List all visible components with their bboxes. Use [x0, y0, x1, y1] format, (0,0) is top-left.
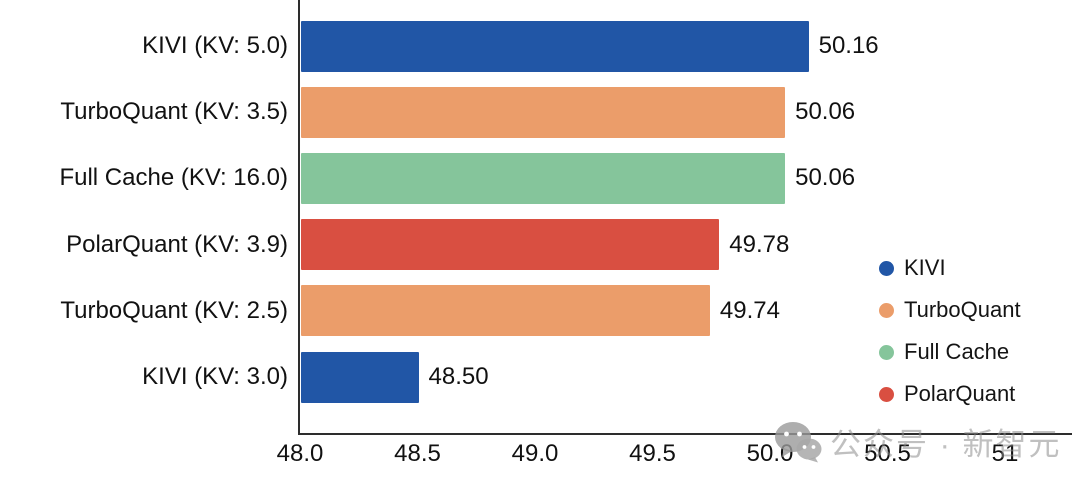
legend-marker-icon	[879, 386, 894, 402]
bar-row	[301, 285, 710, 337]
y-axis-line	[298, 0, 300, 435]
legend-label: KIVI	[904, 255, 946, 280]
legend-label: TurboQuant	[904, 297, 1021, 322]
wechat-icon	[775, 421, 822, 462]
legend-marker-icon	[879, 302, 894, 318]
legend-item: Full Cache	[879, 331, 1021, 373]
x-tick-label: 48.5	[394, 440, 441, 467]
x-tick-label: 51	[991, 440, 1019, 467]
x-axis-line	[298, 433, 1072, 435]
category-label: TurboQuant (KV: 3.5)	[60, 98, 288, 126]
legend: KIVI TurboQuant Full Cache PolarQuant	[879, 247, 1021, 415]
legend-item: KIVI	[879, 247, 1021, 289]
bar-row	[301, 219, 720, 271]
x-tick-label: 48.0	[276, 440, 324, 467]
x-tick-label: 49.0	[511, 440, 559, 467]
value-label: 50.06	[795, 164, 856, 192]
value-label: 50.06	[795, 98, 856, 126]
legend-marker-icon	[879, 260, 894, 276]
x-tick-label: 50.5	[864, 440, 911, 467]
legend-item: PolarQuant	[879, 373, 1021, 415]
bar-row	[301, 86, 786, 138]
value-label: 50.16	[818, 32, 879, 59]
bar-row	[301, 351, 419, 403]
value-label: 49.74	[719, 296, 780, 324]
legend-label: PolarQuant	[904, 381, 1016, 406]
watermark: 公众号 · 新智元	[774, 419, 1062, 464]
category-label: PolarQuant (KV: 3.9)	[66, 230, 288, 258]
value-label: 48.50	[428, 363, 489, 390]
category-label: Full Cache (KV: 16.0)	[59, 164, 288, 192]
legend-marker-icon	[879, 344, 894, 360]
value-label: 49.78	[729, 230, 790, 258]
legend-label: Full Cache	[904, 339, 1010, 364]
watermark-text: 公众号 · 新智元	[830, 427, 1062, 462]
bar-row	[301, 20, 809, 72]
category-label: KIVI (KV: 5.0)	[142, 32, 288, 59]
category-label: KIVI (KV: 3.0)	[142, 363, 288, 390]
x-tick-label: 49.5	[629, 440, 676, 467]
bar-row	[301, 152, 786, 204]
category-label: TurboQuant (KV: 2.5)	[60, 296, 288, 324]
legend-item: TurboQuant	[879, 289, 1021, 331]
